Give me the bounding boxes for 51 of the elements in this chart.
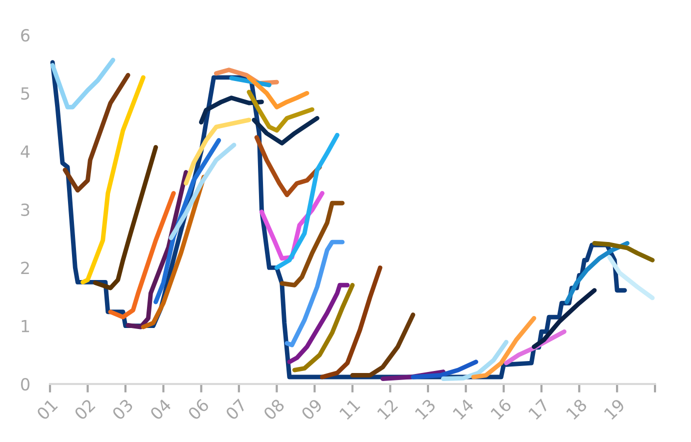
line-series (92, 145, 158, 290)
x-tick-label: 19 (604, 398, 626, 420)
line-series (141, 174, 206, 330)
y-tick-label: 4 (20, 146, 30, 158)
line-series (350, 312, 416, 378)
y-tick-label: 0 (21, 378, 30, 391)
line-series (441, 340, 508, 381)
line-series (168, 142, 236, 240)
x-tick-label: 16 (490, 398, 512, 420)
line-series (80, 75, 146, 284)
line-series (320, 265, 382, 380)
x-tick-label: 18 (566, 398, 588, 420)
line-series (287, 282, 350, 364)
line-series (532, 288, 597, 349)
line-series (564, 241, 630, 304)
line-series (246, 75, 310, 110)
line-series (284, 240, 345, 348)
x-tick-label: 11 (339, 398, 360, 420)
y-tick-label: 6 (21, 28, 30, 42)
line-series (108, 190, 176, 320)
x-tick-label: 13 (414, 398, 436, 420)
x-tick-label: 08 (262, 398, 286, 421)
x-tick-label: 01 (36, 398, 58, 421)
y-tick-label: 3 (21, 203, 30, 216)
line-series (471, 316, 536, 380)
line-series (50, 58, 116, 110)
line-series (184, 118, 252, 186)
line-series (199, 96, 264, 124)
line-series (607, 254, 655, 300)
x-tick-label: 14 (452, 398, 474, 420)
line-series (62, 72, 130, 193)
line-series (246, 90, 314, 133)
line-series (280, 200, 345, 288)
line-series (254, 135, 322, 198)
line-series (592, 241, 655, 262)
y-tick-label: 1 (22, 320, 30, 332)
y-tick-label: 5 (21, 87, 30, 100)
x-tick-label: 04 (149, 398, 172, 421)
x-tick-label: 07 (224, 398, 248, 421)
x-tick-label: 02 (74, 398, 96, 421)
x-tick-label: 17 (528, 398, 550, 420)
y-tick-label: 2 (21, 262, 29, 274)
x-tick-label: 06 (187, 398, 210, 421)
line-series (410, 360, 478, 380)
line-series (252, 116, 320, 146)
x-tick-label: 12 (376, 398, 398, 420)
x-tick-label: 09 (300, 398, 323, 421)
x-tick-label: 03 (111, 398, 134, 421)
line-series (292, 282, 355, 372)
line-series (126, 170, 188, 330)
line-series (274, 132, 340, 270)
